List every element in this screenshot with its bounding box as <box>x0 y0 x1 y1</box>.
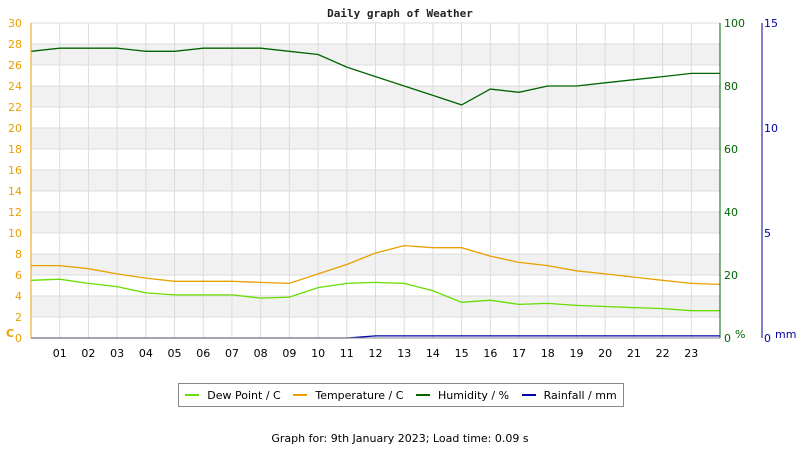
y-tick-label-temperature: 14 <box>8 185 22 198</box>
y-tick-label-temperature: 2 <box>15 311 22 324</box>
y-tick-label-temperature: 20 <box>8 122 22 135</box>
series-line-humidity <box>30 47 720 106</box>
y-tick-label-temperature: 6 <box>15 269 22 282</box>
y-tick-label-humidity: 40 <box>724 206 738 219</box>
chart-title: Daily graph of Weather <box>327 7 473 20</box>
legend-swatch-rainfall <box>521 394 536 396</box>
x-tick-label: 08 <box>254 347 268 360</box>
y-tick-label-temperature: 18 <box>8 143 22 156</box>
x-tick-label: 11 <box>340 347 354 360</box>
legend-label-dew-point: Dew Point / C <box>207 388 281 402</box>
humidity-axis-unit-label: % <box>735 328 745 341</box>
y-tick-label-humidity: 20 <box>724 269 738 282</box>
y-tick-label-temperature: 28 <box>8 38 22 51</box>
y-tick-label-rainfall: 5 <box>764 227 771 240</box>
y-tick-label-temperature: 10 <box>8 227 22 240</box>
x-tick-label: 12 <box>369 347 383 360</box>
y-tick-label-rainfall: 10 <box>764 122 778 135</box>
y-tick-label-temperature: 8 <box>15 248 22 261</box>
x-tick-label: 18 <box>541 347 555 360</box>
series-line-dew-point <box>30 278 720 312</box>
x-tick-label: 10 <box>311 347 325 360</box>
y-tick-label-humidity: 0 <box>724 332 731 345</box>
y-tick-label-temperature: 12 <box>8 206 22 219</box>
legend-label-humidity: Humidity / % <box>438 388 510 402</box>
x-tick-label: 19 <box>569 347 583 360</box>
x-tick-label: 14 <box>426 347 440 360</box>
x-tick-label: 09 <box>282 347 296 360</box>
y-tick-label-temperature: 0 <box>15 332 22 345</box>
y-tick-label-temperature: 26 <box>8 59 22 72</box>
y-tick-label-temperature: 16 <box>8 164 22 177</box>
x-tick-label: 07 <box>225 347 239 360</box>
rainfall-axis-unit-label: mm <box>775 328 796 341</box>
y-tick-label-temperature: 24 <box>8 80 22 93</box>
x-tick-label: 05 <box>168 347 182 360</box>
x-tick-label: 06 <box>196 347 210 360</box>
y-tick-label-temperature: 4 <box>15 290 22 303</box>
x-tick-label: 04 <box>139 347 153 360</box>
x-tick-label: 15 <box>455 347 469 360</box>
legend-item-humidity: Humidity / % <box>416 389 509 402</box>
x-tick-label: 17 <box>512 347 526 360</box>
graph-footer: Graph for: 9th January 2023; Load time: … <box>271 432 529 445</box>
legend-swatch-temperature <box>293 394 308 396</box>
legend-item-dew-point: Dew Point / C <box>185 388 281 402</box>
x-tick-label: 13 <box>397 347 411 360</box>
chart-legend: Dew Point / C Temperature / C Humidity /… <box>178 383 624 407</box>
y-tick-label-humidity: 100 <box>724 17 745 30</box>
x-tick-label: 21 <box>627 347 641 360</box>
y-tick-label-rainfall: 15 <box>764 17 778 30</box>
y-tick-label-temperature: 22 <box>8 101 22 114</box>
x-tick-label: 16 <box>483 347 497 360</box>
x-tick-label: 01 <box>53 347 67 360</box>
x-tick-label: 02 <box>81 347 95 360</box>
y-tick-label-temperature: 30 <box>8 17 22 30</box>
y-tick-label-humidity: 80 <box>724 80 738 93</box>
x-tick-label: 22 <box>656 347 670 360</box>
x-tick-label: 03 <box>110 347 124 360</box>
legend-item-temperature: Temperature / C <box>293 389 403 402</box>
y-tick-label-humidity: 60 <box>724 143 738 156</box>
legend-item-rainfall: Rainfall / mm <box>521 388 617 402</box>
series-line-temperature <box>31 244 721 286</box>
left-axis-unit-label: C <box>6 327 14 340</box>
x-tick-label: 20 <box>598 347 612 360</box>
x-tick-label: 23 <box>684 347 698 360</box>
legend-swatch-humidity <box>416 394 431 396</box>
legend-label-rainfall: Rainfall / mm <box>543 388 617 402</box>
legend-label-temperature: Temperature / C <box>315 388 404 402</box>
legend-swatch-dew-point <box>185 394 200 396</box>
y-tick-label-rainfall: 0 <box>764 332 771 345</box>
